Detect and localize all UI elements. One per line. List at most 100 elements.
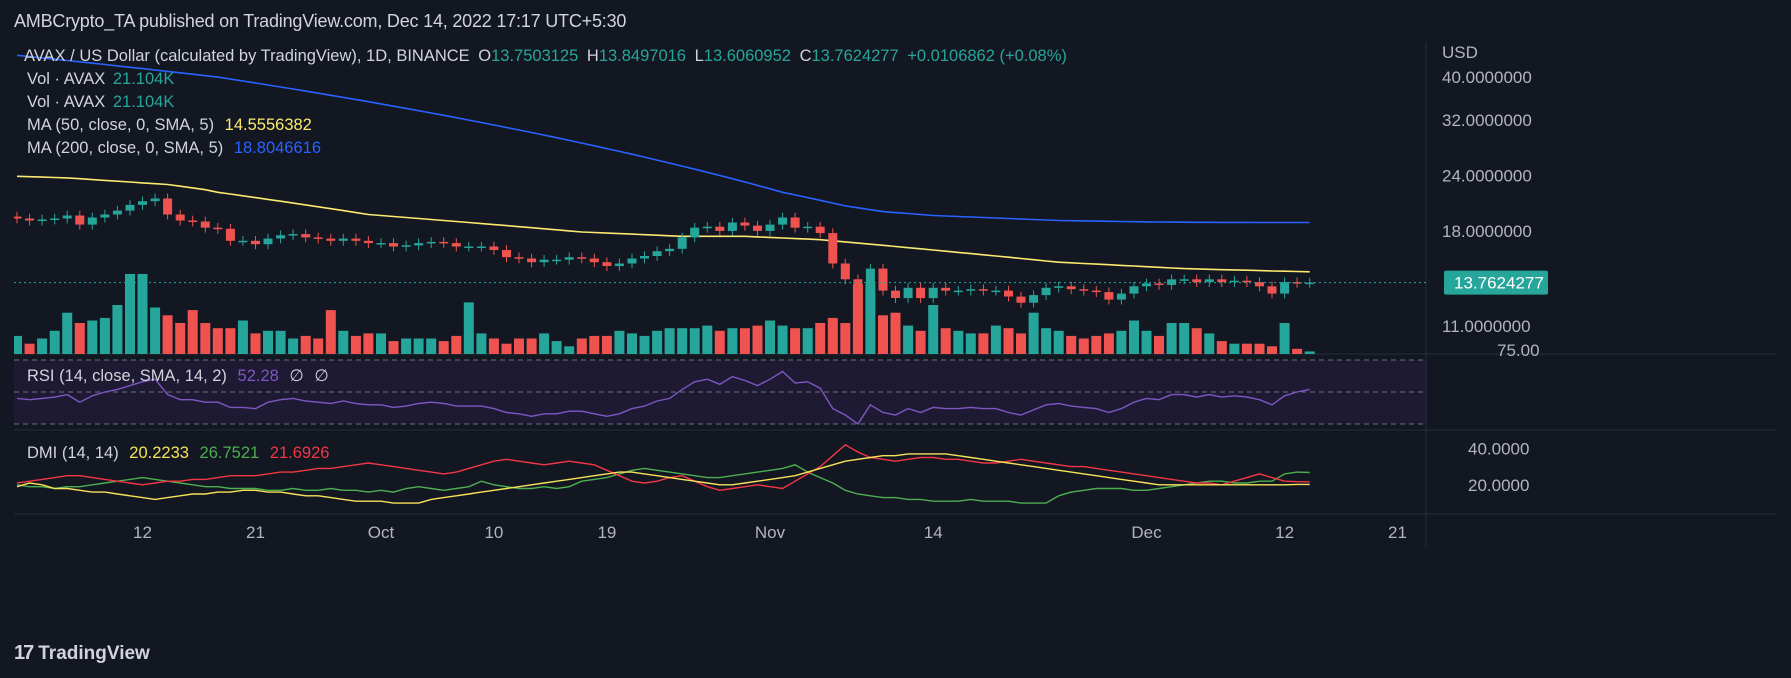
candle-body [338, 238, 348, 241]
volume-bar [1141, 330, 1152, 354]
candle-body [401, 245, 411, 247]
tradingview-logo[interactable]: 17 TradingView [14, 642, 150, 665]
ma200-line-group [16, 54, 1310, 224]
candlesticks [14, 193, 1315, 310]
candle-body [326, 238, 336, 241]
volume-bar [501, 343, 512, 354]
candle-body [891, 290, 900, 298]
candle-body [1129, 286, 1139, 294]
candle-body [426, 241, 436, 244]
ohlc-high-label: H [586, 47, 599, 65]
candle-body [564, 257, 574, 260]
candle-body [389, 243, 398, 247]
volume-bar [589, 335, 600, 354]
candle-body [251, 240, 260, 245]
candle-body [1079, 289, 1089, 291]
dmi-plus-line [16, 464, 1310, 504]
ohlc-low-value: 13.6060952 [703, 47, 791, 65]
candle-body [978, 289, 988, 291]
candle-body [602, 262, 612, 266]
candle-body [1179, 279, 1189, 281]
dmi-legend[interactable]: DMI (14, 14) 20.2233 26.7521 21.6926 [27, 444, 329, 463]
candle-body [439, 241, 449, 244]
candle-body [263, 238, 273, 245]
candle-body [14, 216, 22, 219]
volume-bar [187, 310, 198, 354]
volume-legend-2[interactable]: Vol · AVAX 21.104K [27, 93, 174, 112]
candle-body [1267, 286, 1277, 294]
candle-body [175, 214, 185, 221]
volume-bar [765, 320, 775, 354]
candle-body [652, 251, 662, 256]
candle-body [1104, 292, 1114, 300]
volume-bar [1103, 333, 1114, 354]
volume-value: 21.104K [112, 70, 175, 88]
rsi-legend[interactable]: RSI (14, close, SMA, 14, 2) 52.28 ∅ ∅ [27, 366, 329, 386]
ohlc-low-label: L [694, 47, 704, 65]
symbol-legend[interactable]: AVAX / US Dollar (calculated by TradingV… [24, 47, 1067, 66]
volume-bar [689, 328, 700, 354]
volume-bar [940, 328, 951, 354]
candle-body [25, 218, 35, 221]
candle-body [665, 248, 675, 252]
chart-area[interactable]: 40.0000000 32.0000000 24.0000000 18.0000000… [14, 42, 1777, 624]
currency-label: USD [1442, 43, 1478, 62]
volume-bar [1016, 333, 1026, 354]
candle-body [276, 235, 286, 239]
ma50-legend[interactable]: MA (50, close, 0, SMA, 5) 14.5556382 [27, 116, 312, 135]
volume-legend-1[interactable]: Vol · AVAX 21.104K [27, 70, 174, 89]
volume-bar [978, 333, 989, 354]
time-axis-tick: 12 [133, 523, 152, 542]
candle-body [87, 217, 97, 225]
rsi-null-value: ∅ [314, 367, 329, 385]
candle-body [451, 243, 461, 247]
volume-bar [865, 284, 876, 354]
volume-bar [664, 328, 675, 354]
candle-body [37, 219, 47, 221]
volume-bar [14, 335, 22, 354]
candle-body [363, 240, 373, 244]
candle-body [627, 258, 637, 264]
time-axis-tick: Oct [368, 523, 395, 542]
chart-canvas[interactable]: 40.0000000 32.0000000 24.0000000 18.0000000… [14, 42, 1777, 624]
candle-body [778, 217, 788, 225]
volume-bar [551, 341, 562, 354]
candle-body [50, 218, 60, 220]
candle-body [815, 226, 825, 234]
volume-bar [1129, 320, 1139, 354]
volume-bar [1292, 348, 1303, 354]
time-axis-tick: 12 [1275, 523, 1294, 542]
volume-bar [137, 274, 148, 354]
last-price-tag-text: 13.7624277 [1454, 274, 1544, 293]
time-axis-tick: Nov [755, 523, 786, 542]
candle-body [552, 259, 562, 262]
candle-body [702, 226, 712, 229]
price-axis-tick: 24.0000000 [1442, 167, 1532, 186]
candle-body [414, 243, 424, 246]
ma200-legend[interactable]: MA (200, close, 0, SMA, 5) 18.8046616 [27, 139, 321, 158]
candle-body [1229, 280, 1239, 283]
volume-bar [802, 328, 813, 354]
volume-bar [752, 325, 763, 354]
dmi-label: DMI (14, 14) [27, 444, 119, 462]
volume-bar [74, 323, 85, 354]
ma200-value: 18.8046616 [233, 139, 322, 157]
volume-bar [338, 330, 349, 354]
volume-bar [1028, 312, 1039, 354]
candle-body [1142, 283, 1151, 287]
volume-bar [313, 338, 324, 354]
volume-bar [965, 333, 976, 354]
candle-body [476, 246, 486, 248]
dmi-axis-tick: 20.0000 [1468, 476, 1529, 495]
volume-bar [1066, 335, 1077, 354]
candle-body [75, 215, 85, 225]
volume-bar [852, 284, 863, 354]
volume-bar [99, 317, 110, 354]
volume-bar [840, 323, 851, 354]
volume-bar [49, 330, 60, 354]
volume-bar [526, 338, 537, 354]
volume-bar [652, 330, 663, 354]
ma200-line [16, 54, 1310, 224]
candle-body [640, 256, 649, 259]
volume-bar [1241, 343, 1252, 354]
